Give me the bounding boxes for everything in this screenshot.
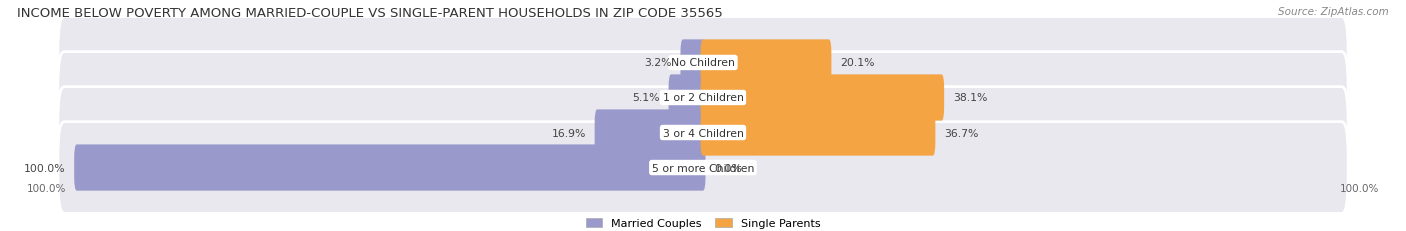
- FancyBboxPatch shape: [58, 87, 1348, 179]
- Text: INCOME BELOW POVERTY AMONG MARRIED-COUPLE VS SINGLE-PARENT HOUSEHOLDS IN ZIP COD: INCOME BELOW POVERTY AMONG MARRIED-COUPL…: [17, 7, 723, 20]
- Text: 36.7%: 36.7%: [945, 128, 979, 138]
- Text: 3 or 4 Children: 3 or 4 Children: [662, 128, 744, 138]
- FancyBboxPatch shape: [595, 110, 706, 156]
- Text: 3.2%: 3.2%: [644, 58, 672, 68]
- Text: Source: ZipAtlas.com: Source: ZipAtlas.com: [1278, 7, 1389, 17]
- Text: No Children: No Children: [671, 58, 735, 68]
- Legend: Married Couples, Single Parents: Married Couples, Single Parents: [586, 218, 820, 228]
- FancyBboxPatch shape: [58, 18, 1348, 109]
- FancyBboxPatch shape: [700, 40, 831, 86]
- Text: 100.0%: 100.0%: [1340, 183, 1379, 193]
- FancyBboxPatch shape: [669, 75, 706, 121]
- FancyBboxPatch shape: [700, 75, 945, 121]
- FancyBboxPatch shape: [75, 145, 706, 191]
- Text: 100.0%: 100.0%: [27, 183, 66, 193]
- FancyBboxPatch shape: [700, 110, 935, 156]
- Text: 38.1%: 38.1%: [953, 93, 987, 103]
- FancyBboxPatch shape: [58, 52, 1348, 144]
- Text: 5 or more Children: 5 or more Children: [652, 163, 754, 173]
- Text: 1 or 2 Children: 1 or 2 Children: [662, 93, 744, 103]
- Text: 0.0%: 0.0%: [714, 163, 742, 173]
- Text: 100.0%: 100.0%: [24, 163, 66, 173]
- Text: 16.9%: 16.9%: [551, 128, 586, 138]
- Text: 5.1%: 5.1%: [633, 93, 659, 103]
- Text: 20.1%: 20.1%: [841, 58, 875, 68]
- FancyBboxPatch shape: [681, 40, 706, 86]
- FancyBboxPatch shape: [58, 122, 1348, 213]
